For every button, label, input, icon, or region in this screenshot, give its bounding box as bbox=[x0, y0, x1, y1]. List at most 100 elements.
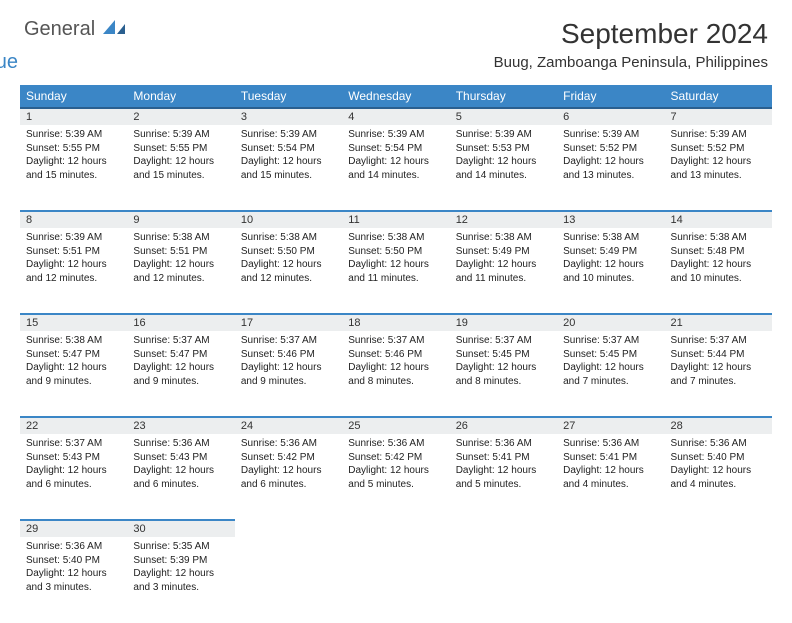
day-info-line: Sunrise: 5:38 AM bbox=[133, 231, 228, 245]
day-content-cell: Sunrise: 5:37 AMSunset: 5:45 PMDaylight:… bbox=[557, 331, 664, 417]
header: General Blue September 2024 Buug, Zamboa… bbox=[0, 0, 792, 77]
day-info-line: Daylight: 12 hours bbox=[348, 155, 443, 169]
day-number-cell: 28 bbox=[665, 417, 772, 434]
day-number-cell: 17 bbox=[235, 314, 342, 331]
day-info-line: Sunrise: 5:36 AM bbox=[671, 437, 766, 451]
day-info-line: Sunset: 5:50 PM bbox=[241, 245, 336, 259]
day-info-line: and 11 minutes. bbox=[348, 272, 443, 286]
day-info-line: Sunset: 5:54 PM bbox=[241, 142, 336, 156]
day-info-line: Sunset: 5:54 PM bbox=[348, 142, 443, 156]
day-info-line: and 6 minutes. bbox=[26, 478, 121, 492]
day-content-cell bbox=[342, 537, 449, 623]
day-info-line: and 3 minutes. bbox=[26, 581, 121, 595]
day-number-row: 891011121314 bbox=[20, 211, 772, 228]
weekday-header-row: Sunday Monday Tuesday Wednesday Thursday… bbox=[20, 85, 772, 108]
day-info-line: Daylight: 12 hours bbox=[671, 155, 766, 169]
day-number-cell: 11 bbox=[342, 211, 449, 228]
day-info-line: Daylight: 12 hours bbox=[241, 258, 336, 272]
day-content-cell: Sunrise: 5:37 AMSunset: 5:46 PMDaylight:… bbox=[342, 331, 449, 417]
day-info-line: Daylight: 12 hours bbox=[563, 464, 658, 478]
day-info-line: Sunset: 5:55 PM bbox=[133, 142, 228, 156]
day-info-line: Sunrise: 5:39 AM bbox=[671, 128, 766, 142]
day-info-line: Sunset: 5:53 PM bbox=[456, 142, 551, 156]
day-info-line: Sunset: 5:43 PM bbox=[26, 451, 121, 465]
day-number-cell: 2 bbox=[127, 108, 234, 125]
day-info-line: Sunset: 5:50 PM bbox=[348, 245, 443, 259]
day-info-line: Sunset: 5:49 PM bbox=[456, 245, 551, 259]
day-info-line: Sunrise: 5:37 AM bbox=[456, 334, 551, 348]
day-info-line: Daylight: 12 hours bbox=[671, 464, 766, 478]
day-number-cell: 1 bbox=[20, 108, 127, 125]
day-info-line: and 9 minutes. bbox=[133, 375, 228, 389]
day-info-line: Sunset: 5:41 PM bbox=[456, 451, 551, 465]
day-content-row: Sunrise: 5:39 AMSunset: 5:51 PMDaylight:… bbox=[20, 228, 772, 314]
day-info-line: and 15 minutes. bbox=[133, 169, 228, 183]
day-content-cell: Sunrise: 5:39 AMSunset: 5:52 PMDaylight:… bbox=[665, 125, 772, 211]
day-info-line: Sunrise: 5:35 AM bbox=[133, 540, 228, 554]
day-number-row: 15161718192021 bbox=[20, 314, 772, 331]
day-info-line: Daylight: 12 hours bbox=[348, 258, 443, 272]
day-info-line: Sunset: 5:41 PM bbox=[563, 451, 658, 465]
day-number-cell bbox=[235, 520, 342, 537]
day-info-line: Sunrise: 5:38 AM bbox=[563, 231, 658, 245]
day-content-cell: Sunrise: 5:37 AMSunset: 5:47 PMDaylight:… bbox=[127, 331, 234, 417]
day-info-line: Sunrise: 5:36 AM bbox=[456, 437, 551, 451]
day-content-cell: Sunrise: 5:35 AMSunset: 5:39 PMDaylight:… bbox=[127, 537, 234, 623]
day-number-cell: 10 bbox=[235, 211, 342, 228]
day-info-line: Sunrise: 5:38 AM bbox=[348, 231, 443, 245]
day-number-cell: 8 bbox=[20, 211, 127, 228]
day-content-cell: Sunrise: 5:39 AMSunset: 5:52 PMDaylight:… bbox=[557, 125, 664, 211]
day-info-line: Daylight: 12 hours bbox=[26, 258, 121, 272]
day-info-line: Sunrise: 5:39 AM bbox=[26, 128, 121, 142]
day-content-cell: Sunrise: 5:39 AMSunset: 5:55 PMDaylight:… bbox=[20, 125, 127, 211]
day-info-line: Daylight: 12 hours bbox=[456, 361, 551, 375]
day-content-cell: Sunrise: 5:38 AMSunset: 5:49 PMDaylight:… bbox=[450, 228, 557, 314]
day-info-line: Sunrise: 5:36 AM bbox=[348, 437, 443, 451]
day-info-line: Sunset: 5:48 PM bbox=[671, 245, 766, 259]
day-info-line: and 13 minutes. bbox=[671, 169, 766, 183]
weekday-header: Tuesday bbox=[235, 85, 342, 108]
day-number-cell bbox=[342, 520, 449, 537]
day-content-row: Sunrise: 5:37 AMSunset: 5:43 PMDaylight:… bbox=[20, 434, 772, 520]
day-info-line: and 6 minutes. bbox=[241, 478, 336, 492]
day-info-line: and 14 minutes. bbox=[348, 169, 443, 183]
day-info-line: Daylight: 12 hours bbox=[133, 361, 228, 375]
day-info-line: Sunrise: 5:39 AM bbox=[456, 128, 551, 142]
day-info-line: and 8 minutes. bbox=[348, 375, 443, 389]
day-content-cell: Sunrise: 5:36 AMSunset: 5:43 PMDaylight:… bbox=[127, 434, 234, 520]
day-content-cell bbox=[665, 537, 772, 623]
day-info-line: Sunset: 5:46 PM bbox=[241, 348, 336, 362]
day-info-line: Sunset: 5:52 PM bbox=[671, 142, 766, 156]
day-info-line: and 12 minutes. bbox=[241, 272, 336, 286]
day-info-line: Sunrise: 5:39 AM bbox=[241, 128, 336, 142]
day-info-line: Daylight: 12 hours bbox=[671, 258, 766, 272]
weekday-header: Wednesday bbox=[342, 85, 449, 108]
day-info-line: Daylight: 12 hours bbox=[348, 464, 443, 478]
day-content-cell: Sunrise: 5:38 AMSunset: 5:49 PMDaylight:… bbox=[557, 228, 664, 314]
day-info-line: Sunrise: 5:37 AM bbox=[133, 334, 228, 348]
day-number-cell: 3 bbox=[235, 108, 342, 125]
day-info-line: and 14 minutes. bbox=[456, 169, 551, 183]
day-number-cell bbox=[665, 520, 772, 537]
day-info-line: Daylight: 12 hours bbox=[563, 155, 658, 169]
day-info-line: Daylight: 12 hours bbox=[26, 361, 121, 375]
day-info-line: Sunrise: 5:38 AM bbox=[456, 231, 551, 245]
day-info-line: Daylight: 12 hours bbox=[456, 464, 551, 478]
day-info-line: and 8 minutes. bbox=[456, 375, 551, 389]
day-number-cell: 14 bbox=[665, 211, 772, 228]
day-info-line: and 9 minutes. bbox=[241, 375, 336, 389]
day-info-line: Sunrise: 5:39 AM bbox=[133, 128, 228, 142]
calendar-table: Sunday Monday Tuesday Wednesday Thursday… bbox=[20, 85, 772, 623]
day-info-line: Sunrise: 5:39 AM bbox=[26, 231, 121, 245]
day-info-line: and 13 minutes. bbox=[563, 169, 658, 183]
day-number-cell: 7 bbox=[665, 108, 772, 125]
day-info-line: Sunset: 5:40 PM bbox=[671, 451, 766, 465]
day-content-cell bbox=[557, 537, 664, 623]
day-info-line: Daylight: 12 hours bbox=[26, 464, 121, 478]
day-number-cell: 13 bbox=[557, 211, 664, 228]
day-content-cell: Sunrise: 5:38 AMSunset: 5:50 PMDaylight:… bbox=[235, 228, 342, 314]
day-content-cell: Sunrise: 5:36 AMSunset: 5:41 PMDaylight:… bbox=[557, 434, 664, 520]
day-info-line: and 15 minutes. bbox=[241, 169, 336, 183]
day-content-cell: Sunrise: 5:38 AMSunset: 5:48 PMDaylight:… bbox=[665, 228, 772, 314]
day-content-cell: Sunrise: 5:39 AMSunset: 5:51 PMDaylight:… bbox=[20, 228, 127, 314]
